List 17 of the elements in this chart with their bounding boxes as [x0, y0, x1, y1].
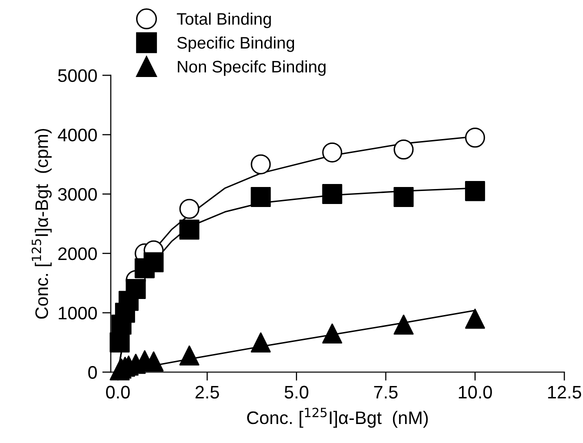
x-tick-label: 0.0 [106, 386, 130, 399]
y-tick-label: 3000 [58, 188, 97, 201]
x-tick-label: 5.0 [284, 386, 308, 399]
x-tick-label: 10.0 [458, 386, 492, 399]
legend-label: Non Specifc Binding [178, 60, 326, 76]
y-tick-label: 5000 [58, 69, 97, 82]
y-tick-label: 1000 [58, 306, 97, 320]
x-tick-label: 2.5 [196, 386, 219, 399]
legend-label: Total Binding [176, 12, 271, 28]
legend-label: Specific Binding [177, 36, 294, 52]
x-tick-label: 12.5 [548, 386, 582, 399]
y-axis-title: Conc. [$^{125}$I]α-Bgt (cpm) [32, 128, 52, 319]
x-tick-label: 7.5 [374, 386, 398, 399]
y-tick-label: 0 [88, 366, 97, 379]
x-axis-title: Conc. [$^{125}$I]α-Bgt (nM) [247, 408, 428, 428]
y-tick-label: 4000 [58, 128, 97, 142]
y-tick-label: 2000 [58, 247, 97, 260]
